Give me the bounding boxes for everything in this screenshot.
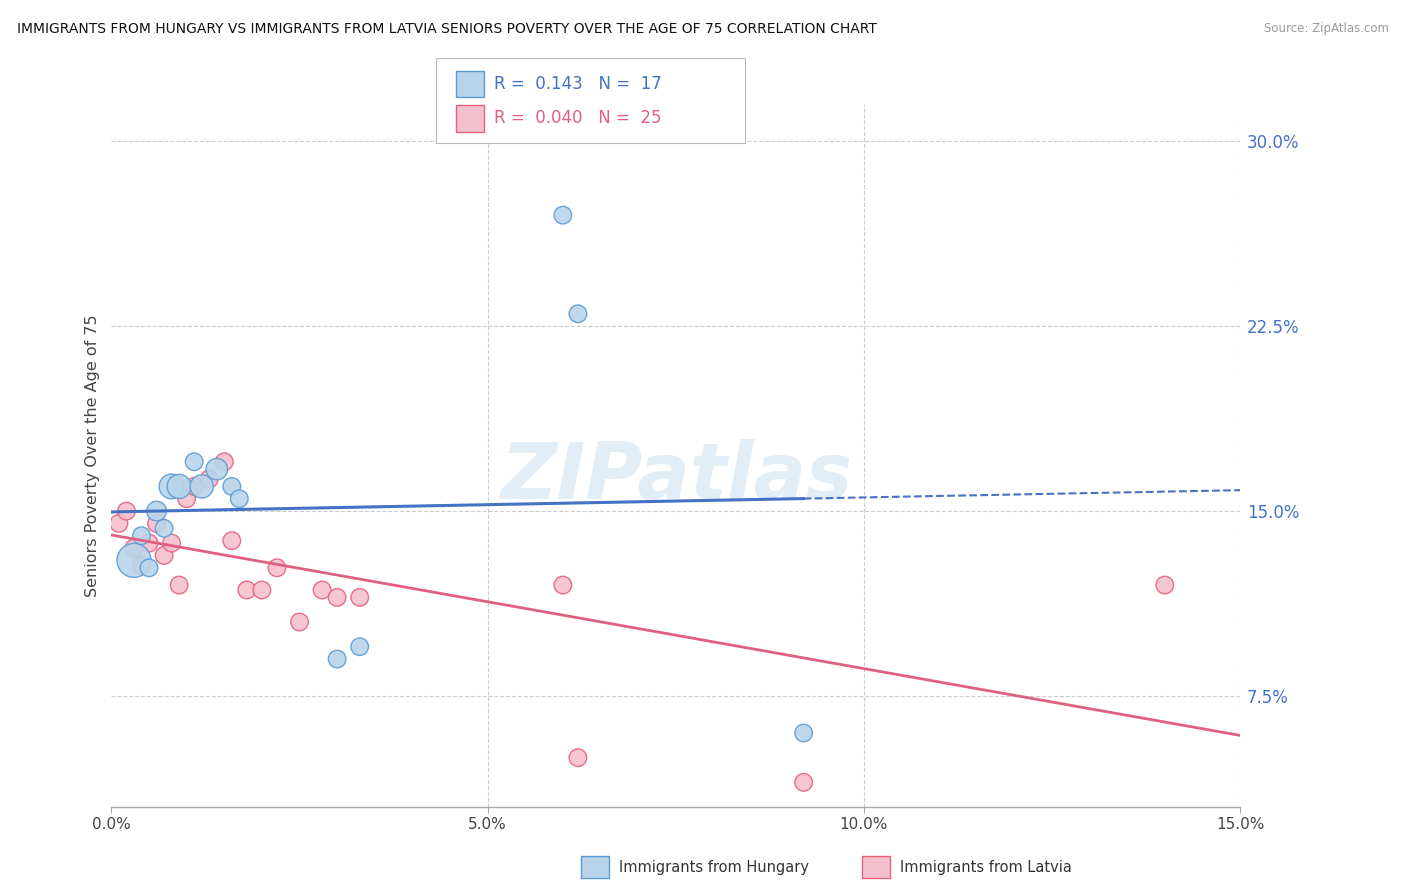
Point — [567, 307, 589, 321]
Point — [236, 582, 259, 597]
Point — [551, 208, 574, 222]
Text: R =  0.040   N =  25: R = 0.040 N = 25 — [494, 109, 661, 128]
Point — [183, 455, 205, 469]
Point — [228, 491, 250, 506]
Point — [198, 472, 221, 486]
Text: Immigrants from Latvia: Immigrants from Latvia — [900, 861, 1071, 875]
Point — [326, 591, 349, 605]
Point — [108, 516, 131, 531]
Point — [183, 479, 205, 493]
Point — [793, 775, 815, 789]
Point — [214, 455, 236, 469]
Text: IMMIGRANTS FROM HUNGARY VS IMMIGRANTS FROM LATVIA SENIORS POVERTY OVER THE AGE O: IMMIGRANTS FROM HUNGARY VS IMMIGRANTS FR… — [17, 22, 877, 37]
Point — [160, 536, 183, 550]
Point — [122, 553, 145, 567]
Point — [122, 541, 145, 555]
Point — [266, 561, 288, 575]
Y-axis label: Seniors Poverty Over the Age of 75: Seniors Poverty Over the Age of 75 — [86, 314, 100, 597]
Point — [160, 479, 183, 493]
Point — [138, 561, 160, 575]
Point — [221, 533, 243, 548]
Point — [190, 479, 212, 493]
Point — [311, 582, 333, 597]
Point — [167, 578, 190, 592]
Point — [567, 750, 589, 764]
Text: R =  0.143   N =  17: R = 0.143 N = 17 — [494, 75, 661, 93]
Point — [145, 516, 167, 531]
Point — [349, 591, 371, 605]
Point — [153, 549, 176, 563]
Point — [793, 726, 815, 740]
Text: ZIPatlas: ZIPatlas — [499, 439, 852, 515]
Point — [153, 521, 176, 535]
Point — [250, 582, 273, 597]
Point — [145, 504, 167, 518]
Text: Source: ZipAtlas.com: Source: ZipAtlas.com — [1264, 22, 1389, 36]
Point — [288, 615, 311, 629]
Point — [115, 504, 138, 518]
Point — [176, 491, 198, 506]
Point — [551, 578, 574, 592]
Point — [167, 479, 190, 493]
Point — [326, 652, 349, 666]
Point — [131, 529, 153, 543]
Point — [138, 536, 160, 550]
Point — [221, 479, 243, 493]
Text: Immigrants from Hungary: Immigrants from Hungary — [619, 861, 808, 875]
Point — [349, 640, 371, 654]
Point — [205, 462, 228, 476]
Point — [131, 558, 153, 573]
Point — [1153, 578, 1175, 592]
